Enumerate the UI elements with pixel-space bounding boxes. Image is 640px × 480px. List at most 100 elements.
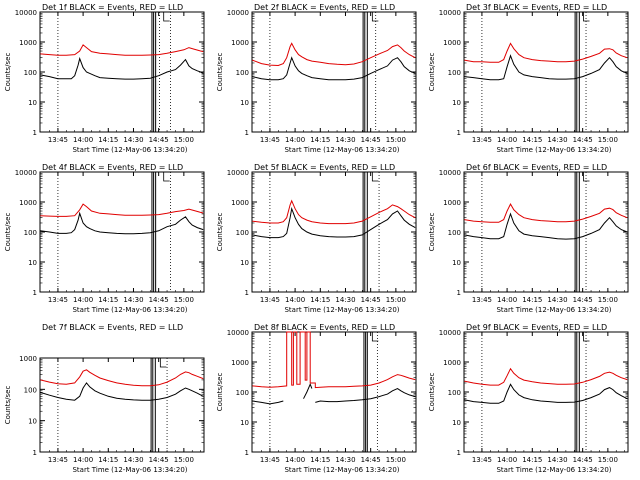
chart-title: Det 8f BLACK = Events, RED = LLD: [254, 323, 395, 332]
series-line-red-lld-3: [252, 331, 416, 389]
x-tick-label: 14:45: [149, 296, 169, 304]
x-tick-label: 15:00: [386, 296, 406, 304]
x-tick-label: 15:00: [598, 456, 618, 464]
x-tick-label: 14:30: [335, 456, 355, 464]
step-marker: [163, 12, 170, 22]
y-axis-label: Counts/sec: [428, 53, 436, 92]
x-axis-label: Start Time (12-May-06 13:34:20): [284, 146, 399, 154]
y-axis-label: Counts/sec: [4, 53, 12, 92]
y-tick-label: 10: [452, 419, 461, 427]
plot-frame: [251, 11, 417, 133]
y-tick-label: 10: [28, 99, 37, 107]
x-tick-label: 14:45: [149, 136, 169, 144]
y-tick-label: 10000: [227, 9, 249, 17]
series-line-black-events-0: [40, 382, 204, 401]
series-line-black-events-0: [464, 383, 628, 404]
series-line-black-events-0: [464, 212, 628, 240]
x-tick-label: 14:15: [522, 136, 542, 144]
plot-frame: [463, 331, 629, 453]
y-tick-label: 10: [240, 419, 249, 427]
y-tick-label: 1: [245, 449, 249, 457]
series-line-red-lld-1: [40, 369, 204, 387]
y-tick-label: 10: [28, 418, 37, 426]
y-tick-label: 10000: [439, 9, 461, 17]
x-tick-label: 14:15: [522, 456, 542, 464]
chart-panel-7: Det 7f BLACK = Events, RED = LLD 1 10 100 10…: [4, 323, 205, 474]
x-tick-label: 14:00: [497, 296, 517, 304]
series-line-red-lld-1: [40, 44, 204, 56]
x-tick-label: 14:45: [361, 456, 381, 464]
x-tick-label: 14:00: [497, 456, 517, 464]
x-tick-label: 15:00: [386, 456, 406, 464]
y-axis-label: Counts/sec: [4, 386, 12, 425]
chart-panel-9: Det 9f BLACK = Events, RED = LLD 1 10 100 10…: [428, 323, 629, 474]
series-line-black-events-1: [303, 382, 313, 399]
y-tick-label: 100: [236, 389, 249, 397]
x-tick-label: 14:00: [73, 136, 93, 144]
x-tick-label: 14:30: [335, 136, 355, 144]
x-tick-label: 14:15: [310, 456, 330, 464]
y-tick-label: 10: [240, 259, 249, 267]
y-tick-label: 1000: [443, 199, 461, 207]
y-tick-label: 1000: [231, 359, 249, 367]
y-tick-label: 10: [452, 99, 461, 107]
chart-title: Det 9f BLACK = Events, RED = LLD: [466, 323, 607, 332]
y-axis-label: Counts/sec: [216, 53, 224, 92]
x-axis-label: Start Time (12-May-06 13:34:20): [284, 306, 399, 314]
x-tick-label: 14:15: [310, 136, 330, 144]
x-tick-label: 14:00: [285, 456, 305, 464]
chart-panel-1: Det 1f BLACK = Events, RED = LLD 1 10 100 10…: [4, 3, 205, 154]
x-tick-label: 13:45: [48, 296, 68, 304]
y-tick-label: 10: [452, 259, 461, 267]
x-tick-label: 14:30: [547, 456, 567, 464]
y-axis-label: Counts/sec: [216, 213, 224, 252]
step-marker: [371, 172, 379, 182]
x-tick-label: 14:45: [361, 296, 381, 304]
series-line-red-lld-1: [40, 203, 204, 217]
x-tick-label: 13:45: [48, 456, 68, 464]
chart-title: Det 7f BLACK = Events, RED = LLD: [42, 323, 183, 332]
y-tick-label: 1000: [231, 39, 249, 47]
plot-frame: [463, 171, 629, 293]
step-marker: [583, 12, 590, 22]
chart-panel-3: Det 3f BLACK = Events, RED = LLD 1 10 100 10…: [428, 3, 629, 154]
x-tick-label: 15:00: [386, 136, 406, 144]
x-tick-label: 14:30: [547, 136, 567, 144]
x-axis-label: Start Time (12-May-06 13:34:20): [496, 306, 611, 314]
x-tick-label: 14:45: [149, 456, 169, 464]
chart-title: Det 5f BLACK = Events, RED = LLD: [254, 163, 395, 172]
x-tick-label: 14:00: [285, 136, 305, 144]
x-tick-label: 14:45: [573, 456, 593, 464]
chart-panel-6: Det 6f BLACK = Events, RED = LLD 1 10 100 10…: [428, 163, 629, 314]
y-tick-label: 1: [33, 289, 37, 297]
series-line-black-events-0: [40, 211, 204, 235]
series-line-black-events-0: [252, 206, 416, 239]
series-line-red-lld-1: [252, 42, 416, 67]
chart-panel-5: Det 5f BLACK = Events, RED = LLD 1 10 100 10…: [216, 163, 417, 314]
y-tick-label: 1000: [19, 199, 37, 207]
y-tick-label: 10: [240, 99, 249, 107]
y-tick-label: 1: [245, 129, 249, 137]
x-tick-label: 13:45: [472, 136, 492, 144]
chart-title: Det 6f BLACK = Events, RED = LLD: [466, 163, 607, 172]
step-marker: [583, 172, 590, 182]
y-axis-label: Counts/sec: [428, 213, 436, 252]
y-tick-label: 1000: [231, 199, 249, 207]
x-axis-label: Start Time (12-May-06 13:34:20): [72, 146, 187, 154]
series-line-red-lld-1: [464, 367, 628, 386]
chart-panel-8: Det 8f BLACK = Events, RED = LLD 1 10 100 10…: [216, 323, 417, 474]
step-marker: [583, 332, 590, 342]
x-tick-label: 14:15: [98, 456, 118, 464]
y-tick-label: 1000: [19, 355, 37, 363]
y-tick-label: 100: [236, 229, 249, 237]
y-tick-label: 100: [24, 69, 37, 77]
y-tick-label: 100: [24, 386, 37, 394]
y-tick-label: 10: [28, 259, 37, 267]
x-tick-label: 13:45: [48, 136, 68, 144]
y-tick-label: 1000: [443, 359, 461, 367]
x-tick-label: 13:45: [260, 456, 280, 464]
y-tick-label: 1000: [19, 39, 37, 47]
x-tick-label: 13:45: [472, 296, 492, 304]
x-tick-label: 14:45: [361, 136, 381, 144]
